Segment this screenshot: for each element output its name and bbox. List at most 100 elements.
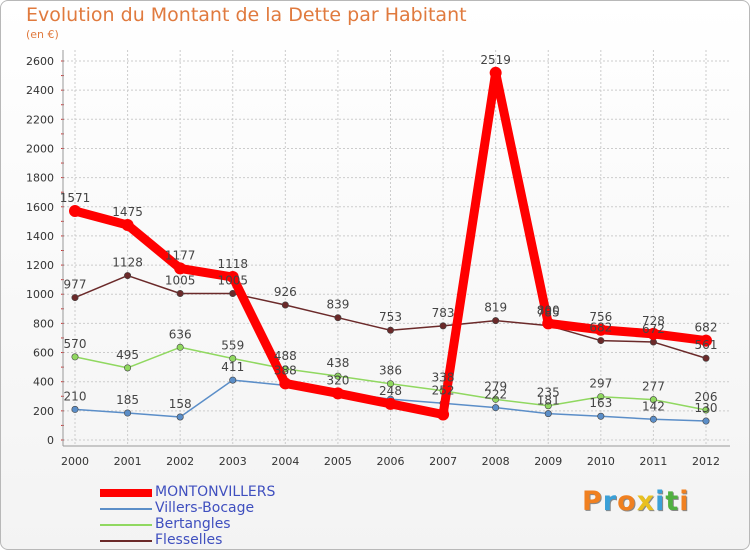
data-point-flesselles <box>334 314 342 322</box>
data-label-flesselles: 753 <box>379 310 402 324</box>
data-label-villers-bocage: 252 <box>432 383 455 397</box>
data-point-montonvillers <box>542 317 555 330</box>
data-label-montonvillers: 248 <box>379 384 402 398</box>
x-tick-label: 2004 <box>271 455 299 468</box>
data-point-bertangles <box>334 372 342 380</box>
data-label-montonvillers: 800 <box>537 303 560 317</box>
data-point-villers-bocage <box>492 404 500 412</box>
legend-label: Flesselles <box>155 532 223 548</box>
data-label-bertangles: 338 <box>432 371 455 385</box>
data-label-flesselles: 1005 <box>165 274 196 288</box>
data-label-flesselles: 783 <box>432 306 455 320</box>
data-label-villers-bocage: 130 <box>695 401 718 415</box>
data-label-bertangles: 559 <box>221 339 244 353</box>
data-point-montonvillers <box>489 66 502 79</box>
data-label-bertangles: 297 <box>589 377 612 391</box>
data-point-flesselles <box>439 322 447 330</box>
y-tick-label: 200 <box>33 405 54 418</box>
y-tick-label: 1400 <box>26 230 54 243</box>
x-tick-label: 2007 <box>429 455 457 468</box>
data-point-villers-bocage <box>544 410 552 418</box>
data-point-bertangles <box>702 406 710 414</box>
data-label-villers-bocage: 142 <box>642 399 665 413</box>
data-label-bertangles: 386 <box>379 364 402 378</box>
data-label-flesselles: 672 <box>642 322 665 336</box>
x-tick-label: 2006 <box>377 455 405 468</box>
data-point-flesselles <box>492 317 500 325</box>
data-point-bertangles <box>229 355 237 363</box>
data-point-montonvillers <box>121 218 134 231</box>
y-tick-label: 800 <box>33 317 54 330</box>
data-point-montonvillers <box>700 334 712 347</box>
data-point-montonvillers <box>384 397 397 410</box>
brand-letter: t <box>665 486 680 517</box>
data-label-bertangles: 495 <box>116 348 139 362</box>
y-tick-label: 2000 <box>26 142 54 155</box>
data-label-flesselles: 1005 <box>217 274 248 288</box>
y-tick-label: 2600 <box>26 55 54 68</box>
y-tick-label: 2200 <box>26 113 54 126</box>
y-tick-label: 400 <box>33 376 54 389</box>
y-tick-label: 2400 <box>26 84 54 97</box>
data-label-villers-bocage: 411 <box>221 360 244 374</box>
data-label-villers-bocage: 185 <box>116 393 139 407</box>
x-tick-label: 2012 <box>692 455 720 468</box>
legend-swatch <box>100 540 152 542</box>
y-tick-label: 600 <box>33 347 54 360</box>
chart-unit: (en €) <box>26 28 59 41</box>
x-tick-label: 2011 <box>639 455 667 468</box>
data-point-flesselles <box>176 290 184 298</box>
data-label-montonvillers: 320 <box>326 373 349 387</box>
x-tick-label: 2000 <box>61 455 89 468</box>
y-tick-label: 1000 <box>26 288 54 301</box>
data-label-bertangles: 438 <box>326 356 349 370</box>
data-label-montonvillers: 1118 <box>217 257 248 271</box>
data-point-villers-bocage <box>597 412 605 420</box>
data-label-flesselles: 682 <box>589 321 612 335</box>
brand-letter: r <box>602 486 618 517</box>
brand-letter: o <box>617 486 637 517</box>
data-point-montonvillers <box>226 271 239 284</box>
data-label-montonvillers: 756 <box>589 310 612 324</box>
data-label-villers-bocage: 222 <box>484 388 507 402</box>
x-tick-label: 2008 <box>482 455 510 468</box>
data-point-montonvillers <box>594 323 607 336</box>
data-label-villers-bocage: 163 <box>589 396 612 410</box>
data-point-montonvillers <box>647 327 660 340</box>
data-point-flesselles <box>124 272 132 280</box>
legend-swatch <box>100 489 152 497</box>
legend-label: MONTONVILLERS <box>155 484 276 500</box>
brand-letter: i <box>655 486 666 517</box>
x-tick-label: 2003 <box>219 455 247 468</box>
data-label-bertangles: 235 <box>537 386 560 400</box>
data-label-montonvillers: 1177 <box>165 248 196 262</box>
data-point-flesselles <box>702 354 710 362</box>
y-tick-label: 1800 <box>26 172 54 185</box>
data-point-bertangles <box>597 393 605 401</box>
brand-letter: i <box>679 486 690 517</box>
chart-title: Evolution du Montant de la Dette par Hab… <box>26 4 467 26</box>
data-label-bertangles: 279 <box>484 379 507 393</box>
data-point-bertangles <box>386 380 394 388</box>
data-point-villers-bocage <box>702 417 710 425</box>
data-point-flesselles <box>281 301 289 309</box>
data-label-villers-bocage: 210 <box>64 389 87 403</box>
data-point-villers-bocage <box>649 415 657 423</box>
y-tick-label: 0 <box>47 434 54 447</box>
legend-swatch <box>100 524 152 526</box>
data-point-flesselles <box>597 337 605 345</box>
data-point-montonvillers <box>174 262 187 275</box>
data-label-bertangles: 570 <box>64 337 87 351</box>
data-label-flesselles: 785 <box>537 306 560 320</box>
x-tick-label: 2001 <box>114 455 142 468</box>
data-label-bertangles: 488 <box>274 349 297 363</box>
data-label-villers-bocage: 181 <box>537 394 560 408</box>
legend-label: Bertangles <box>155 516 231 532</box>
data-label-flesselles: 839 <box>326 298 349 312</box>
data-point-montonvillers <box>69 204 81 217</box>
data-point-flesselles <box>386 326 394 334</box>
brand-letter: x <box>636 486 656 517</box>
data-label-montonvillers: 682 <box>695 321 718 335</box>
data-point-villers-bocage <box>176 413 184 421</box>
y-tick-label: 1600 <box>26 201 54 214</box>
